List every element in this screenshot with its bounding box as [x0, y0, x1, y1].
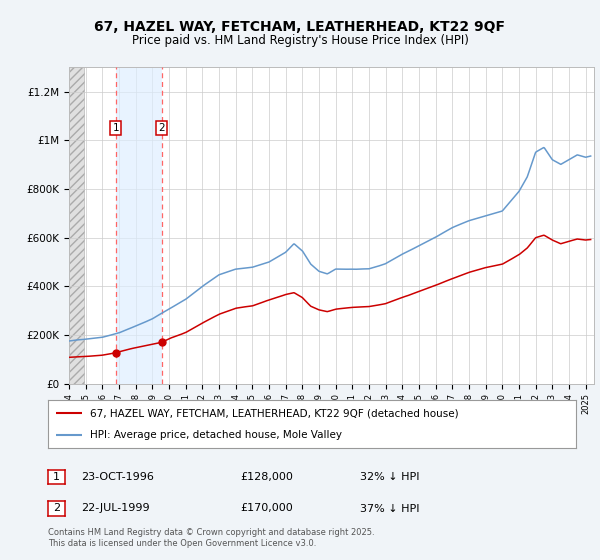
Text: £128,000: £128,000: [240, 472, 293, 482]
Bar: [116, 67, 161, 384]
Text: 67, HAZEL WAY, FETCHAM, LEATHERHEAD, KT22 9QF: 67, HAZEL WAY, FETCHAM, LEATHERHEAD, KT2…: [95, 20, 505, 34]
Text: 37% ↓ HPI: 37% ↓ HPI: [360, 503, 419, 514]
Bar: [69, 67, 85, 384]
Text: Price paid vs. HM Land Registry's House Price Index (HPI): Price paid vs. HM Land Registry's House …: [131, 34, 469, 47]
Text: 32% ↓ HPI: 32% ↓ HPI: [360, 472, 419, 482]
Text: Contains HM Land Registry data © Crown copyright and database right 2025.
This d: Contains HM Land Registry data © Crown c…: [48, 528, 374, 548]
Text: 67, HAZEL WAY, FETCHAM, LEATHERHEAD, KT22 9QF (detached house): 67, HAZEL WAY, FETCHAM, LEATHERHEAD, KT2…: [90, 408, 459, 418]
Text: HPI: Average price, detached house, Mole Valley: HPI: Average price, detached house, Mole…: [90, 430, 342, 440]
Text: 22-JUL-1999: 22-JUL-1999: [81, 503, 149, 514]
Text: 23-OCT-1996: 23-OCT-1996: [81, 472, 154, 482]
Text: 1: 1: [53, 472, 60, 482]
Text: £170,000: £170,000: [240, 503, 293, 514]
Text: 1: 1: [113, 123, 119, 133]
Text: 2: 2: [158, 123, 165, 133]
Text: 2: 2: [53, 503, 60, 514]
